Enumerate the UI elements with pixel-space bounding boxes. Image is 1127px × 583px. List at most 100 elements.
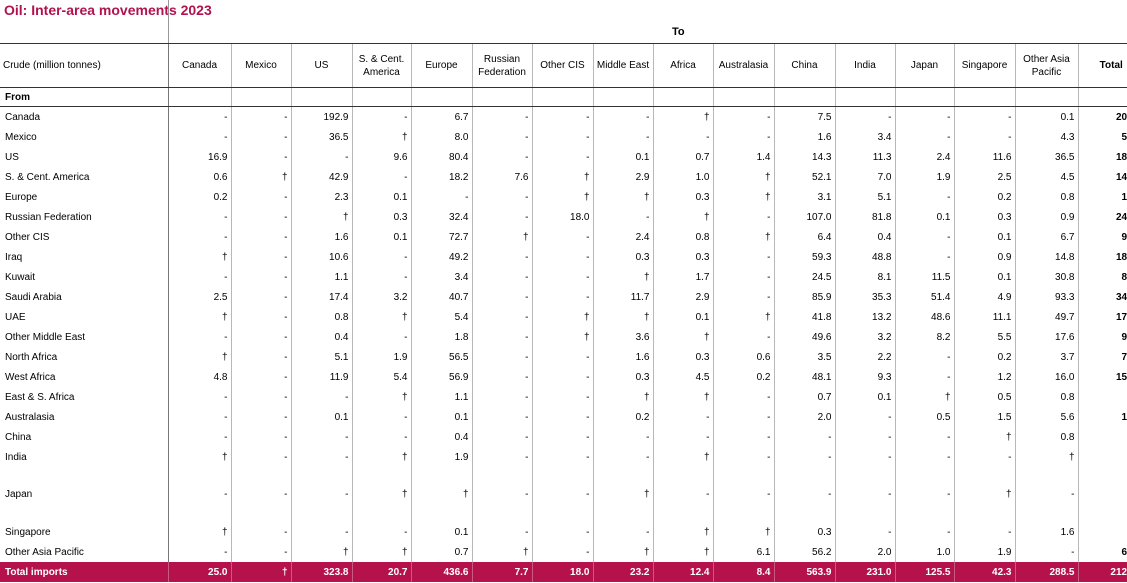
table-row: Russian Federation - - † 0.3 32.4-18.0- † -107.… [0, 207, 1127, 227]
table-row: East & S. Africa - - - † 1.1- - † † -0.7 0.1 † 0.5 0.… [0, 387, 1127, 407]
total-imports-cell: 231.0 [835, 562, 896, 582]
table-cell: - [168, 106, 232, 127]
table-cell: 1.1 [411, 387, 473, 407]
table-cell: - [472, 467, 533, 522]
table-cell: 1.5 [954, 407, 1016, 427]
table-cell: - [472, 147, 533, 167]
column-header: Other CIS [532, 44, 594, 88]
table-cell: 18.0 [532, 207, 594, 227]
table-cell: - [593, 447, 654, 467]
table-cell: - [713, 467, 775, 522]
row-label: Other CIS [0, 227, 169, 247]
table-cell: † [713, 307, 775, 327]
total-imports-cell: 25.0 [168, 562, 232, 582]
table-cell: 5.4 [411, 307, 473, 327]
table-cell: 6.7 [1015, 227, 1079, 247]
table-cell: 2.4 [895, 147, 955, 167]
total-imports-label: Total imports [0, 562, 169, 582]
table-cell: - [835, 467, 896, 522]
table-cell: - [895, 367, 955, 387]
table-cell: 1.6 [1015, 522, 1079, 542]
table-cell: - [291, 522, 353, 542]
row-label: India [0, 447, 169, 467]
table-cell: 3.2 [835, 327, 896, 347]
row-total-cell: 10.0 [1077, 407, 1127, 427]
table-cell: - [231, 147, 292, 167]
table-cell: 0.7 [774, 387, 836, 407]
row-label: West Africa [0, 367, 169, 387]
table-cell: 4.9 [954, 287, 1016, 307]
row-total-cell: 170.7 [1077, 307, 1127, 327]
table-row: S. & Cent. America 0.6 † 42.9-18.2 7.6 † 2.9 1.… [0, 167, 1127, 187]
table-cell: 0.1 [954, 227, 1016, 247]
table-cell: 0.1 [291, 407, 353, 427]
table-cell: 0.1 [895, 207, 955, 227]
table-row: India†--†1.9---†-----†1.9 [0, 447, 1127, 467]
table-cell: 11.9 [291, 367, 353, 387]
table-cell: 0.1 [835, 387, 896, 407]
row-header-label: Crude (million tonnes) [0, 44, 169, 88]
table-cell: † [593, 387, 654, 407]
table-cell: - [231, 447, 292, 467]
table-cell: 0.7 [411, 542, 473, 562]
table-cell: 59.3 [774, 247, 836, 267]
row-total-cell: 75.6 [1077, 347, 1127, 367]
table-cell: - [231, 467, 292, 522]
row-total-cell: 141.2 [1077, 167, 1127, 187]
table-cell: 8.2 [895, 327, 955, 347]
table-cell: - [231, 427, 292, 447]
table-cell: 0.2 [954, 187, 1016, 207]
table-cell: - [895, 347, 955, 367]
table-cell: 4.5 [1015, 167, 1079, 187]
table-cell: - [895, 227, 955, 247]
table-cell: 1.9 [352, 347, 412, 367]
table-cell: 0.4 [411, 427, 473, 447]
row-total-cell: 12.1 [1077, 187, 1127, 207]
table-cell: - [231, 307, 292, 327]
row-label: S. & Cent. America [0, 167, 169, 187]
row-total-cell: 53.8 [1077, 127, 1127, 147]
table-cell: 6.1 [713, 542, 775, 562]
table-cell: - [895, 467, 955, 522]
table-row: Saudi Arabia 2.5-17.4 3.2 40.7- -11.7 2.9-85.… [0, 287, 1127, 307]
table-cell: † [532, 327, 594, 347]
table-cell: † [713, 187, 775, 207]
table-cell: 5.4 [352, 367, 412, 387]
row-total-cell: 207.2 [1077, 106, 1127, 127]
table-cell: 0.8 [291, 307, 353, 327]
table-cell: - [472, 347, 533, 367]
table-cell: 3.2 [352, 287, 412, 307]
table-cell: - [231, 407, 292, 427]
column-header: Mexico [231, 44, 292, 88]
table-cell: † [231, 167, 292, 187]
table-row: Mexico--36.5†8.0-----1.63.4--4.353.8 [0, 127, 1127, 147]
table-cell: - [954, 447, 1016, 467]
table-cell: 30.8 [1015, 267, 1079, 287]
table-cell: 2.0 [774, 407, 836, 427]
table-cell: 1.9 [411, 447, 473, 467]
table-cell: 107.0 [774, 207, 836, 227]
table-cell: † [352, 307, 412, 327]
table-cell: 2.0 [835, 542, 896, 562]
grand-total-cell: 2127.1 [1078, 562, 1127, 582]
table-row: Other CIS - -1.6 0.1 72.7 † -2.4 0.8 † 6.4 0.4-0.1… [0, 227, 1127, 247]
table-cell: - [352, 106, 412, 127]
from-label: From [0, 87, 169, 107]
table-cell: - [774, 467, 836, 522]
table-cell: - [532, 467, 594, 522]
table-cell: 7.5 [774, 106, 836, 127]
table-cell: - [472, 207, 533, 227]
table-cell: - [231, 207, 292, 227]
row-label: Russian Federation [0, 207, 169, 227]
table-cell: - [774, 427, 836, 447]
table-cell: † [713, 167, 775, 187]
column-header: Middle East [593, 44, 654, 88]
table-cell: - [291, 467, 353, 522]
table-cell: 17.4 [291, 287, 353, 307]
table-cell: - [352, 327, 412, 347]
table-row: China----0.4--------†0.81.2 [0, 427, 1127, 447]
row-total-cell: 158.6 [1077, 367, 1127, 387]
table-cell: † [653, 327, 714, 347]
row-label: North Africa [0, 347, 169, 367]
row-label: Singapore [0, 522, 169, 542]
